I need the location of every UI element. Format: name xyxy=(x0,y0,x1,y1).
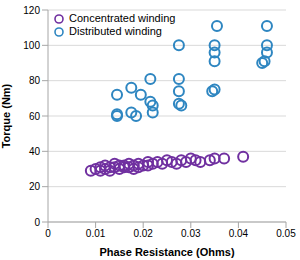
svg-text:Phase Resistance (Ohms): Phase Resistance (Ohms) xyxy=(99,246,234,258)
svg-text:80: 80 xyxy=(29,75,41,86)
svg-text:20: 20 xyxy=(29,181,41,192)
svg-text:120: 120 xyxy=(23,5,40,16)
svg-text:40: 40 xyxy=(29,146,41,157)
svg-text:Torque (Nm): Torque (Nm) xyxy=(8,83,12,148)
svg-text:0.02: 0.02 xyxy=(133,228,153,239)
html-text:Concentrated winding: Concentrated winding xyxy=(69,12,176,24)
svg-text:0.05: 0.05 xyxy=(276,228,292,239)
svg-text:0: 0 xyxy=(34,217,40,228)
svg-text:0.03: 0.03 xyxy=(181,228,201,239)
svg-text:0.04: 0.04 xyxy=(229,228,249,239)
svg-text:0.01: 0.01 xyxy=(86,228,106,239)
html-text:Distributed winding: Distributed winding xyxy=(69,25,162,37)
svg-text:60: 60 xyxy=(29,111,41,122)
svg-text:0: 0 xyxy=(45,228,51,239)
svg-text:100: 100 xyxy=(23,40,40,51)
